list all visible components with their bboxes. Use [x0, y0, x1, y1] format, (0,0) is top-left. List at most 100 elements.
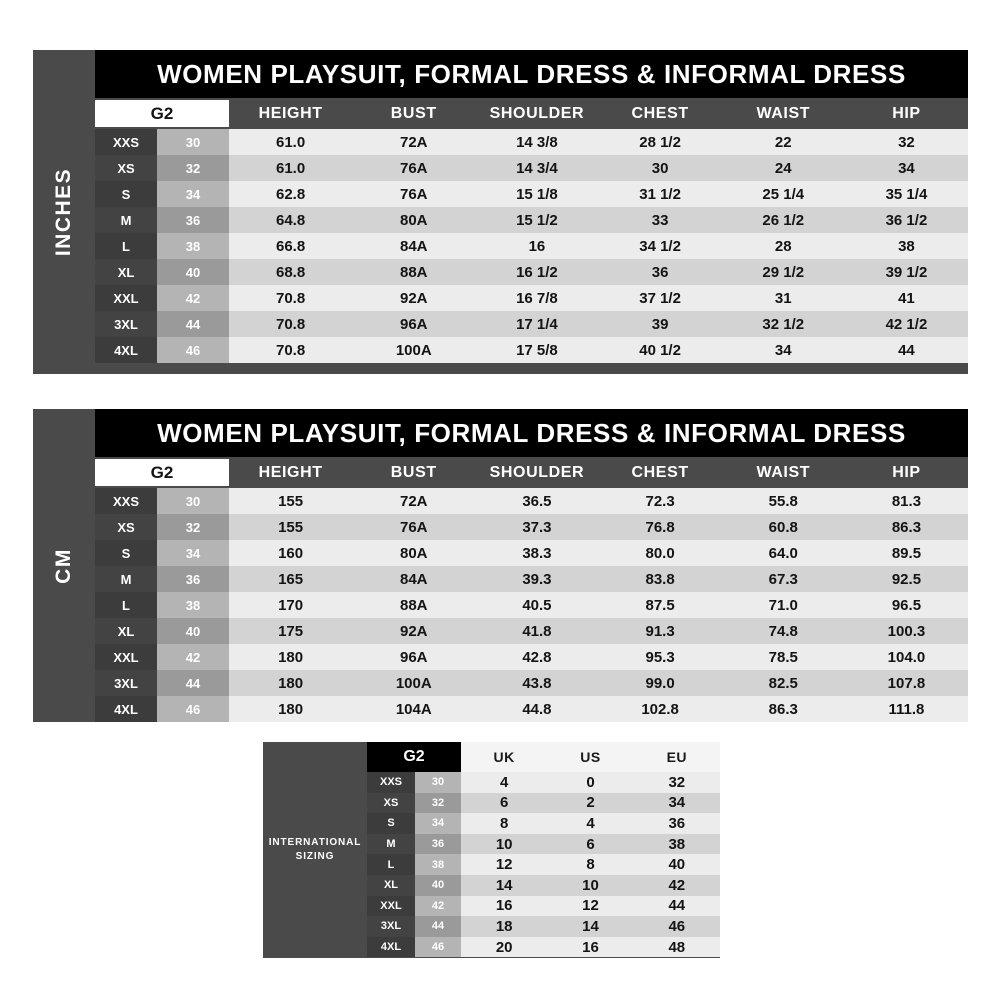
- cell-chest: 72.3: [598, 488, 722, 514]
- row-size-number: 34: [415, 813, 461, 834]
- column-header-shoulder: SHOULDER: [475, 457, 599, 488]
- cell-hip: 104.0: [844, 644, 969, 670]
- cell-hip: 36 1/2: [844, 207, 969, 233]
- cell-bust: 100A: [352, 337, 476, 363]
- cell-hip: 32: [844, 129, 969, 155]
- cell-hip: 111.8: [844, 696, 969, 722]
- cell-shoulder: 39.3: [475, 566, 599, 592]
- cm-table-body: WOMEN PLAYSUIT, FORMAL DRESS & INFORMAL …: [95, 409, 969, 722]
- table-row: 4XL 46 180 104A 44.8 102.8 86.3 111.8: [95, 696, 969, 722]
- unit-label-cm-text: CM: [52, 547, 75, 584]
- cell-bust: 72A: [352, 129, 476, 155]
- cm-grid: G2 HEIGHT BUST SHOULDER CHEST WAIST HIP …: [95, 457, 969, 722]
- international-table-body: G2 UK US EU XXS 30 4 0 32 XS 32 6 2 34 S: [367, 742, 720, 958]
- row-size-label: XS: [95, 514, 157, 540]
- cell-hip: 89.5: [844, 540, 969, 566]
- row-size-label: S: [95, 540, 157, 566]
- international-sizing-table: INTERNATIONAL SIZING G2 UK US EU XXS 30 …: [263, 742, 720, 958]
- cell-bust: 92A: [352, 285, 476, 311]
- cell-eu: 36: [633, 813, 720, 834]
- cell-waist: 25 1/4: [721, 181, 845, 207]
- row-size-label: L: [95, 592, 157, 618]
- row-size-label: XL: [95, 618, 157, 644]
- cell-us: 14: [547, 916, 634, 937]
- cell-waist: 34: [721, 337, 845, 363]
- cell-bust: 96A: [352, 644, 476, 670]
- cell-bust: 88A: [352, 259, 476, 285]
- cell-bust: 76A: [352, 514, 476, 540]
- cell-hip: 39 1/2: [844, 259, 969, 285]
- cell-eu: 44: [633, 895, 720, 917]
- cell-shoulder: 15 1/2: [475, 207, 599, 233]
- table-row: XXS 30 61.0 72A 14 3/8 28 1/2 22 32: [95, 129, 969, 155]
- row-size-label: M: [367, 833, 415, 855]
- row-size-label: XXL: [95, 644, 157, 670]
- cell-bust: 76A: [352, 181, 476, 207]
- cell-uk: 8: [461, 813, 548, 834]
- cell-height: 155: [229, 514, 353, 540]
- row-size-label: L: [95, 233, 157, 259]
- cell-waist: 26 1/2: [721, 207, 845, 233]
- cell-shoulder: 44.8: [475, 696, 599, 722]
- table-row: XL 40 175 92A 41.8 91.3 74.8 100.3: [95, 618, 969, 644]
- row-size-number: 32: [415, 792, 461, 814]
- cell-us: 12: [547, 895, 634, 917]
- table-row: XXL 42 70.8 92A 16 7/8 37 1/2 31 41: [95, 285, 969, 311]
- cell-chest: 40 1/2: [598, 337, 722, 363]
- column-header-waist: WAIST: [721, 98, 845, 129]
- table-row: S 34 62.8 76A 15 1/8 31 1/2 25 1/4 35 1/…: [95, 181, 969, 207]
- table-row: M 36 64.8 80A 15 1/2 33 26 1/2 36 1/2: [95, 207, 969, 233]
- table-row: XXL 42 16 12 44: [367, 895, 720, 917]
- row-size-label: S: [367, 813, 415, 834]
- row-size-label: M: [95, 566, 157, 592]
- cell-eu: 42: [633, 874, 720, 896]
- row-size-number: 32: [157, 514, 229, 540]
- unit-label-cm: CM: [33, 409, 95, 722]
- cell-chest: 91.3: [598, 618, 722, 644]
- inches-header-row: G2 HEIGHT BUST SHOULDER CHEST WAIST HIP: [95, 98, 969, 129]
- cell-shoulder: 16 1/2: [475, 259, 599, 285]
- cell-uk: 18: [461, 916, 548, 937]
- cell-waist: 78.5: [721, 644, 845, 670]
- cell-eu: 48: [633, 936, 720, 958]
- cell-height: 64.8: [229, 207, 353, 233]
- g2-header-cm: G2: [95, 459, 229, 486]
- column-header-hip: HIP: [844, 98, 969, 129]
- cell-hip: 96.5: [844, 592, 969, 618]
- row-size-number: 38: [157, 233, 229, 259]
- row-size-number: 44: [415, 916, 461, 937]
- cell-height: 61.0: [229, 155, 353, 181]
- cell-height: 180: [229, 644, 353, 670]
- column-header-height: HEIGHT: [229, 98, 353, 129]
- cm-header-row: G2 HEIGHT BUST SHOULDER CHEST WAIST HIP: [95, 457, 969, 488]
- inches-grid: G2 HEIGHT BUST SHOULDER CHEST WAIST HIP …: [95, 98, 969, 374]
- cell-eu: 32: [633, 772, 720, 793]
- row-size-label: XXL: [95, 285, 157, 311]
- table-row: XS 32 6 2 34: [367, 792, 720, 814]
- cell-waist: 86.3: [721, 696, 845, 722]
- international-sizing-label: INTERNATIONAL SIZING: [263, 742, 367, 958]
- row-size-label: M: [95, 207, 157, 233]
- column-header-us: US: [547, 742, 634, 772]
- row-size-number: 30: [415, 772, 461, 793]
- g2-header-international: G2: [367, 742, 461, 772]
- cell-eu: 38: [633, 833, 720, 855]
- row-size-number: 46: [157, 337, 229, 363]
- cell-height: 66.8: [229, 233, 353, 259]
- row-size-number: 40: [157, 259, 229, 285]
- cell-height: 62.8: [229, 181, 353, 207]
- cell-waist: 74.8: [721, 618, 845, 644]
- row-size-number: 32: [157, 155, 229, 181]
- cell-us: 2: [547, 792, 634, 814]
- cell-chest: 31 1/2: [598, 181, 722, 207]
- cell-shoulder: 16: [475, 233, 599, 259]
- column-header-hip: HIP: [844, 457, 969, 488]
- cell-shoulder: 36.5: [475, 488, 599, 514]
- table-row: M 36 10 6 38: [367, 833, 720, 855]
- cell-shoulder: 17 1/4: [475, 311, 599, 337]
- cell-bust: 92A: [352, 618, 476, 644]
- table-row: XXS 30 155 72A 36.5 72.3 55.8 81.3: [95, 488, 969, 514]
- table-row: XXS 30 4 0 32: [367, 772, 720, 793]
- cell-height: 61.0: [229, 129, 353, 155]
- column-header-height: HEIGHT: [229, 457, 353, 488]
